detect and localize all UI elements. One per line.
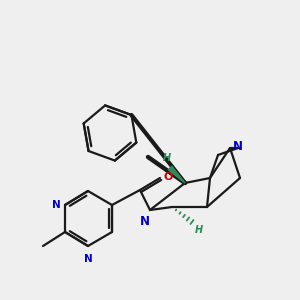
Text: H: H (195, 225, 203, 235)
Text: N: N (233, 140, 243, 152)
Polygon shape (168, 166, 185, 183)
Text: H: H (163, 153, 171, 163)
Text: N: N (52, 200, 61, 210)
Text: N: N (84, 254, 92, 264)
Text: N: N (140, 215, 150, 228)
Text: O: O (164, 172, 173, 182)
